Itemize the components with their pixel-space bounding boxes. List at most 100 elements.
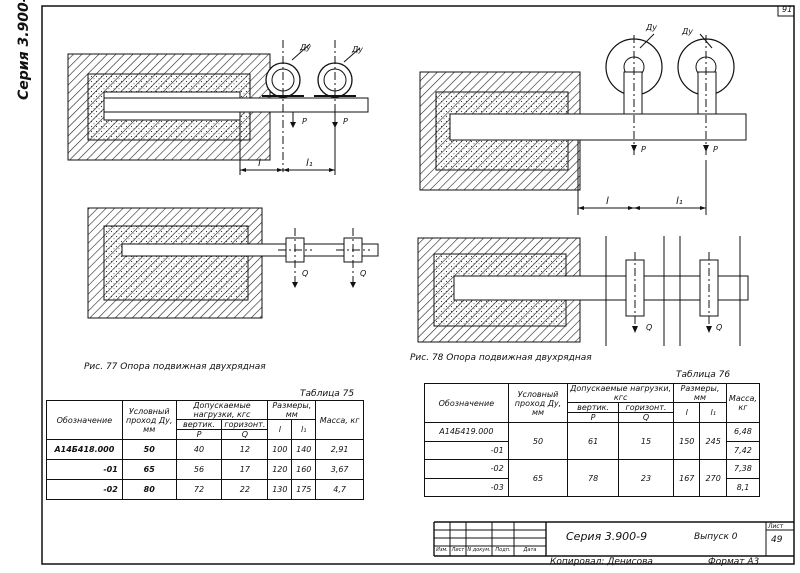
fig77-q-label-2: Q: [360, 269, 366, 278]
title-format: Формат А3: [708, 557, 760, 567]
fig78-du-label-1: Ду: [645, 23, 657, 32]
table75: Обозначение Условный проход Ду, мм Допус…: [46, 400, 364, 500]
table76-cell: 270: [699, 459, 727, 497]
fig78-du-label-2: Ду: [681, 27, 693, 36]
table75-cell: 12: [221, 439, 269, 460]
table75-header-mass: Масса, кг: [315, 400, 364, 440]
fig78-l-label: l: [606, 196, 609, 207]
table75-cell: 56: [175, 459, 223, 480]
table76-header-bore: Условный проход Ду, мм: [507, 383, 569, 423]
table75-cell: 65: [121, 459, 177, 480]
table76-header-mass: Масса, кг: [725, 383, 761, 423]
table76-header-designation: Обозначение: [424, 383, 509, 423]
fig78-side-view: Ду Ду P P l l₁: [419, 23, 747, 215]
table75-cell: 160: [291, 459, 317, 480]
fig77-q-label-1: Q: [302, 269, 308, 278]
fig77-du-label-2: Ду: [351, 45, 363, 54]
table-row: А14Б418.000 50 40 12 100 140 2,91: [46, 439, 364, 460]
table75-header-horiz: горизонт.: [221, 419, 269, 430]
table75-header-l1: l₁: [291, 419, 317, 440]
table75-cell: 3,67: [315, 459, 364, 480]
table75-cell: 80: [121, 479, 177, 500]
table76-cell: -02: [424, 459, 509, 479]
table76: Обозначение Условный проход Ду, мм Допус…: [424, 383, 761, 497]
table75-cell: 120: [267, 459, 293, 480]
table76-header-l1: l₁: [699, 402, 727, 423]
table76-header-dims: Размеры, мм: [673, 383, 727, 403]
table75-cell: 175: [291, 479, 317, 500]
table75-cell: А14Б418.000: [46, 439, 123, 460]
table76-cell: 8,1: [725, 477, 761, 497]
title-block-frame: [433, 521, 794, 557]
table76-cell: А14Б419.000: [424, 422, 509, 442]
table76-cell: 167: [673, 459, 701, 497]
table76-cell: 15: [617, 422, 675, 460]
title-copied-by: Копировал: Денисова: [550, 557, 653, 567]
table76-cell: 23: [617, 459, 675, 497]
fig78-l1-label: l₁: [676, 196, 683, 207]
table-row: -01 7,42: [424, 440, 761, 460]
title-issue: Выпуск 0: [694, 532, 738, 542]
table76-header-horiz: горизонт.: [617, 402, 675, 413]
table76-cell: -03: [424, 477, 509, 497]
table75-header-loads: Допускаемые нагрузки, кгс: [175, 400, 269, 420]
table-row: -02 80 72 22 130 175 4,7: [46, 479, 364, 500]
fig78-p-label-2: P: [713, 145, 718, 154]
fig77-l1-label: l₁: [306, 158, 313, 169]
fig78-q-label-1: Q: [646, 323, 652, 332]
table75-cell: 40: [175, 439, 223, 460]
table76-header-q: Q: [617, 412, 675, 423]
table75-header-l: l: [267, 419, 293, 440]
table76-cell: 50: [507, 422, 569, 460]
table75-header-bore: Условный проход Ду, мм: [121, 400, 177, 440]
fig77-caption: Рис. 77 Опора подвижная двухрядная: [84, 362, 266, 372]
table75-cell: 17: [221, 459, 269, 480]
table75-header-p: P: [175, 429, 223, 440]
sheet-frame: [41, 5, 795, 565]
table76-header-p: P: [567, 412, 619, 423]
table76-cell: 150: [673, 422, 701, 460]
table76-header-vert: вертик.: [567, 402, 619, 413]
table75-header-q: Q: [221, 429, 269, 440]
table75-cell: 140: [291, 439, 317, 460]
table75-cell: 130: [267, 479, 293, 500]
fig78-caption: Рис. 78 Опора подвижная двухрядная: [410, 353, 592, 363]
title-col-change: Изм.: [436, 547, 448, 553]
fig77-du-label-1: Ду: [299, 43, 311, 52]
fig78-p-label-1: P: [641, 145, 646, 154]
table75-cell: 4,7: [315, 479, 364, 500]
fig77-top-view: Ду Ду P P l l₁: [67, 40, 369, 175]
fig78-plan-view: Q Q: [417, 236, 749, 346]
title-col-sign: Подп.: [495, 547, 511, 553]
table75-cell: -02: [46, 479, 123, 500]
table76-header-l: l: [673, 402, 701, 423]
table75-header-designation: Обозначение: [46, 400, 123, 440]
table76-title: Таблица 76: [676, 370, 731, 380]
table-row: -02 65 78 23 167 270 7,38: [424, 459, 761, 497]
table76-header-loads: Допускаемые нагрузки, кгс: [567, 383, 675, 403]
table76-cell: 61: [567, 422, 619, 460]
series-label: Серия 3.900-9.: [16, 0, 32, 100]
table75-cell: 2,91: [315, 439, 364, 460]
title-series: Серия 3.900-9: [566, 530, 648, 543]
fig77-plan-view: Q Q: [87, 207, 379, 319]
fig78-q-label-2: Q: [716, 323, 722, 332]
title-sheet-label: Лист: [768, 523, 784, 530]
title-sheet-number: 49: [771, 535, 783, 545]
table75-cell: 22: [221, 479, 269, 500]
title-col-date: Дата: [523, 547, 537, 553]
table75-cell: 100: [267, 439, 293, 460]
table-row: -03 8,1: [424, 477, 761, 497]
table75-cell: -01: [46, 459, 123, 480]
table76-cell: 245: [699, 422, 727, 460]
title-col-sheet: Лист: [451, 547, 465, 553]
fig77-p-label-1: P: [302, 117, 307, 126]
table75-cell: 50: [121, 439, 177, 460]
page-number-box: [777, 5, 795, 17]
table76-cell: 6,48: [725, 422, 761, 442]
title-col-doc: N докум.: [467, 547, 491, 553]
table76-cell: 78: [567, 459, 619, 497]
fig77-p-label-2: P: [343, 117, 348, 126]
